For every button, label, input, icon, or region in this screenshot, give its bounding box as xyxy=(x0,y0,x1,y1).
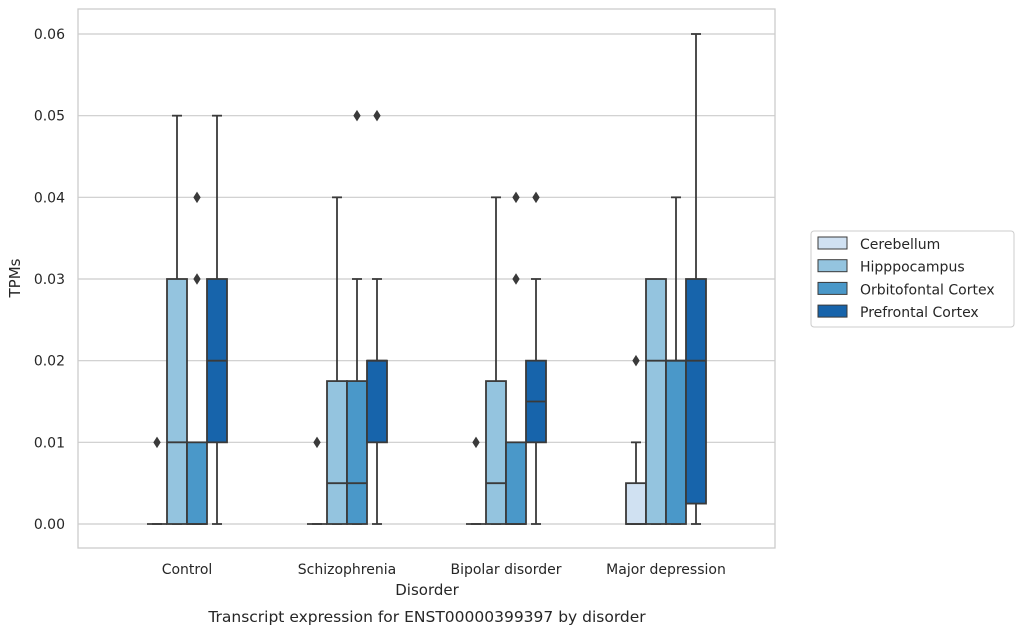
box xyxy=(685,278,707,505)
y-tick-label: 0.04 xyxy=(34,190,65,206)
legend-swatch xyxy=(817,236,848,250)
outlier-point xyxy=(532,191,540,204)
box xyxy=(326,380,348,525)
y-tick-label: 0.01 xyxy=(34,435,65,451)
x-tick-label: Control xyxy=(162,562,213,578)
box xyxy=(366,359,388,444)
box xyxy=(625,482,647,525)
y-tick-label: 0.02 xyxy=(34,354,65,370)
chart-caption: Transcript expression for ENST0000039939… xyxy=(207,608,646,626)
outlier-point xyxy=(193,273,201,285)
box xyxy=(665,359,687,525)
legend-swatch xyxy=(817,281,848,295)
y-tick-label: 0.00 xyxy=(34,517,65,533)
legend-label: Prefrontal Cortex xyxy=(860,305,979,321)
outlier-point xyxy=(153,436,161,449)
outlier-point xyxy=(512,273,520,285)
outlier-point xyxy=(512,191,520,204)
legend-swatch xyxy=(817,304,848,318)
legend-label: Hipppocampus xyxy=(860,260,965,276)
y-axis-tick-labels: 0.00 0.01 0.02 0.03 0.04 0.05 0.06 xyxy=(34,27,65,533)
x-tick-label: Bipolar disorder xyxy=(450,562,561,578)
box xyxy=(485,380,507,525)
outlier-point xyxy=(632,354,640,367)
box xyxy=(346,380,368,525)
outlier-point xyxy=(373,109,381,122)
box xyxy=(645,278,667,525)
x-tick-label: Major depression xyxy=(606,562,726,578)
plot-frame xyxy=(77,8,776,549)
box xyxy=(505,441,527,525)
legend-label: Orbitofontal Cortex xyxy=(860,282,995,298)
legend-swatch xyxy=(817,259,848,273)
x-axis-tick-labels: Control Schizophrenia Bipolar disorder Majo… xyxy=(162,562,726,578)
outlier-point xyxy=(472,436,480,449)
legend-label: Cerebellum xyxy=(860,237,940,253)
box xyxy=(166,278,188,525)
box-series xyxy=(147,33,707,525)
box xyxy=(186,441,208,525)
y-axis-title: TPMs xyxy=(6,258,24,298)
y-tick-label: 0.05 xyxy=(34,109,65,125)
outlier-point xyxy=(353,109,361,122)
legend: Cerebellum Hipppocampus Orbitofontal Corte… xyxy=(810,230,1015,328)
x-tick-label: Schizophrenia xyxy=(298,562,396,578)
outlier-point xyxy=(193,191,201,204)
x-axis-title: Disorder xyxy=(395,581,459,599)
y-tick-label: 0.06 xyxy=(34,27,65,43)
legend-frame xyxy=(810,230,1015,328)
y-tick-label: 0.03 xyxy=(34,272,65,288)
outlier-point xyxy=(313,436,321,449)
